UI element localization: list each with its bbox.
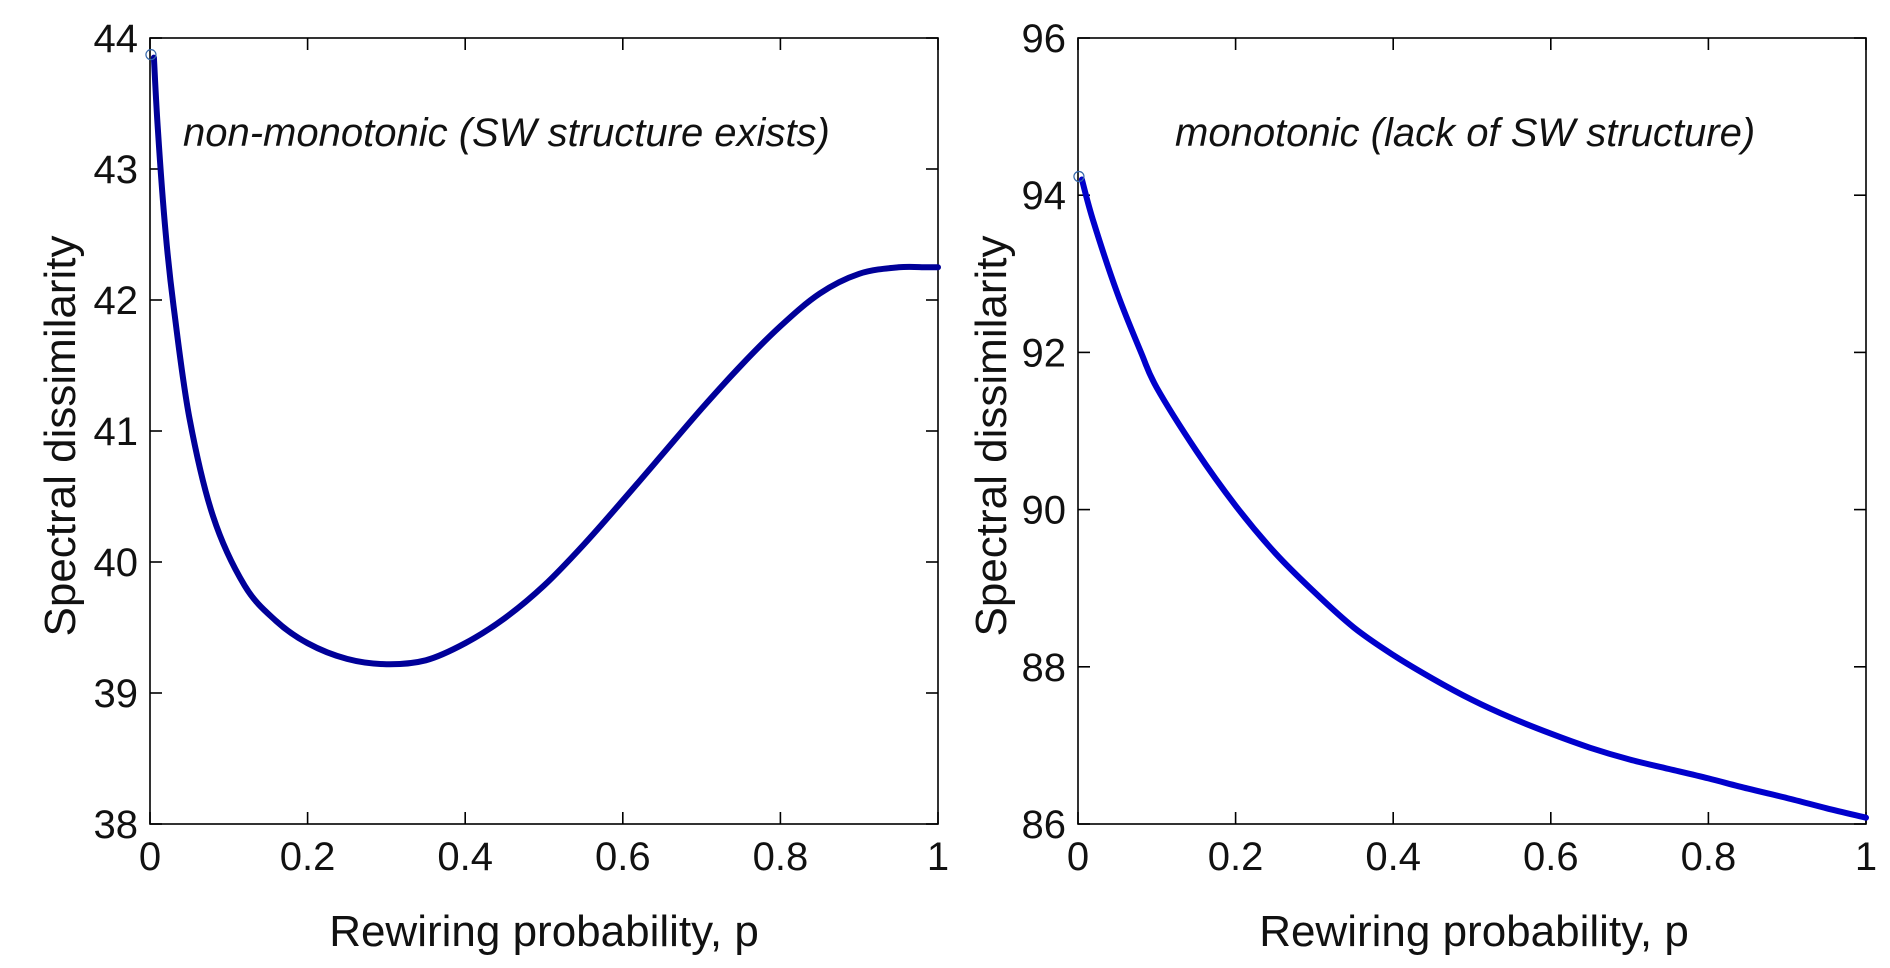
right-chart-plot-frame [1077, 37, 1867, 825]
left-chart-data-point [897, 266, 900, 269]
left-chart-data-point [937, 266, 940, 269]
left-chart-plot-frame [149, 37, 939, 825]
right-chart-ytick-label: 92 [1022, 331, 1067, 375]
left-chart-ytick-label: 44 [94, 17, 139, 61]
left-chart-data-point [346, 657, 349, 660]
right-chart-data-point [1589, 746, 1592, 749]
right-chart-data-point [1668, 767, 1671, 770]
right-chart-data-point [1510, 716, 1513, 719]
right-chart-xtick-label: 0.6 [1523, 835, 1579, 879]
left-chart-data-point [424, 659, 427, 662]
right-chart-xtick-label: 0.2 [1208, 835, 1264, 879]
left-chart-data-point [621, 499, 624, 502]
left-chart-xlabel: Rewiring probability, p [329, 907, 759, 956]
right-chart-data-point [1352, 626, 1355, 629]
left-chart-data-point [385, 663, 388, 666]
right-chart-xtick-label: 0.4 [1365, 835, 1421, 879]
left-chart-data-point [582, 543, 585, 546]
right-chart-data-point [1786, 797, 1789, 800]
left-chart-ytick-label: 43 [94, 148, 139, 192]
left-chart-data-point [925, 266, 928, 269]
right-chart-xlabel: Rewiring probability, p [1259, 907, 1689, 956]
right-chart-data-point [1865, 816, 1868, 819]
left-chart-ytick-label: 40 [94, 541, 139, 585]
right-chart-panel: monotonic (lack of SW structure) Spectra… [967, 17, 1877, 956]
left-chart-ylabel: Spectral dissimilarity [36, 236, 85, 637]
right-chart-data-point [1707, 777, 1710, 780]
right-chart-ytick-label: 86 [1022, 803, 1067, 847]
left-chart-xtick-label: 0.2 [280, 835, 336, 879]
left-chart-data-point [275, 619, 278, 622]
right-chart-ytick-label: 90 [1022, 489, 1067, 533]
left-chart-xtick-label: 0 [139, 835, 161, 879]
left-chart-data-point [740, 364, 743, 367]
left-chart-xtick-label: 0.4 [437, 835, 493, 879]
right-chart-ytick-label: 88 [1022, 646, 1067, 690]
left-chart-data-point [212, 515, 215, 518]
left-chart-data-point [503, 617, 506, 620]
right-chart-data-point [1471, 698, 1474, 701]
left-chart-data-point [464, 642, 467, 645]
right-chart-data-point [1116, 292, 1119, 295]
left-chart-xtick-label: 0.6 [595, 835, 651, 879]
right-chart-data-point [1431, 677, 1434, 680]
right-chart-series-line [1078, 176, 1869, 821]
left-chart-data-point [164, 233, 167, 236]
right-chart-data-point [1155, 386, 1158, 389]
left-chart-ytick-label: 42 [94, 279, 139, 323]
left-chart-data-point [543, 584, 546, 587]
right-chart-data-point [1392, 654, 1395, 657]
left-chart-data-point [188, 416, 191, 419]
left-chart-start-marker [145, 49, 157, 61]
right-chart-ylabel: Spectral dissimilarity [967, 236, 1016, 637]
left-chart-ytick-label: 38 [94, 803, 139, 847]
left-chart-data-point [779, 325, 782, 328]
left-chart-data-point [172, 305, 175, 308]
right-chart-data-point [1195, 449, 1198, 452]
left-chart-data-point [156, 128, 159, 131]
left-chart-ytick-label: 39 [94, 672, 139, 716]
right-chart-data-point [1092, 221, 1095, 224]
right-chart-xtick-label: 0.8 [1681, 835, 1737, 879]
right-chart-ytick-label: 96 [1022, 17, 1067, 61]
right-chart-data-point [1313, 591, 1316, 594]
right-chart-data-point [1234, 504, 1237, 507]
right-chart-data-point [1549, 732, 1552, 735]
left-chart-ytick-label: 41 [94, 410, 139, 454]
left-chart-annotation: non-monotonic (SW structure exists) [183, 111, 830, 155]
right-chart-data-point [1825, 807, 1828, 810]
left-chart-xtick-label: 0.8 [753, 835, 809, 879]
right-chart-data-point [1274, 551, 1277, 554]
left-chart-data-point [700, 407, 703, 410]
left-chart-data-point [818, 292, 821, 295]
left-chart-data-point [243, 584, 246, 587]
right-chart-xtick-label: 1 [1855, 835, 1877, 879]
left-chart-data-point [661, 453, 664, 456]
left-chart-xtick-label: 1 [927, 835, 949, 879]
right-chart-data-point [1746, 787, 1749, 790]
right-chart-xtick-label: 0 [1067, 835, 1089, 879]
left-chart-series-line [150, 54, 941, 668]
right-chart-data-point [1140, 351, 1143, 354]
right-chart-data-point [1628, 758, 1631, 761]
right-chart-annotation: monotonic (lack of SW structure) [1175, 111, 1755, 155]
left-chart-panel: non-monotonic (SW structure exists) Spec… [36, 17, 949, 956]
right-chart-start-marker [1073, 170, 1085, 183]
left-chart-data-point [306, 642, 309, 645]
right-chart-ytick-label: 94 [1022, 174, 1067, 218]
left-chart-data-point [858, 272, 861, 275]
